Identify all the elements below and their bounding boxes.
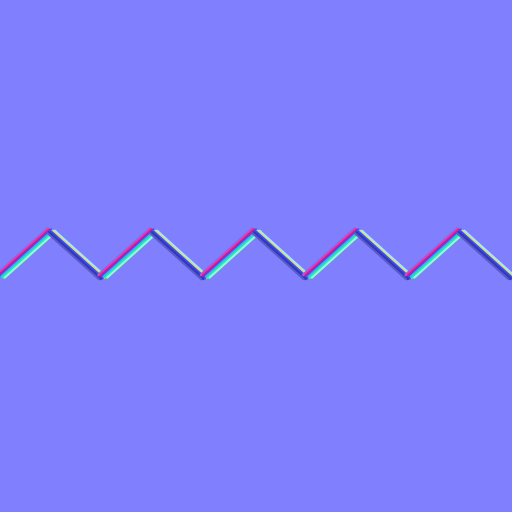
rising-edge-2-5 [208,230,262,279]
rising-edge-1-5 [106,230,160,279]
rising-edge-0-0 [0,227,50,274]
falling-edge-1-0 [156,229,210,278]
rising-edge-1-0 [97,227,152,277]
rising-edge-3-0 [302,227,357,277]
rising-edge-4-1 [406,228,460,277]
falling-edge-3-4 [353,232,407,281]
falling-edge-2-1 [256,229,311,279]
rising-edge-2-4 [206,229,262,279]
rising-edge-3-3 [307,229,362,279]
falling-edge-1-3 [150,231,205,281]
rising-edge-2-3 [205,229,260,279]
falling-edge-3-2 [356,230,412,280]
rising-edge-4-2 [408,228,463,278]
falling-edge-3-1 [358,229,413,279]
rising-edge-0-3 [0,229,55,279]
falling-edge-2-0 [258,229,312,278]
falling-edge-3-3 [355,231,410,281]
falling-edge-4-0 [463,229,512,275]
rising-edge-1-3 [102,229,157,279]
rising-edge-0-4 [2,229,57,279]
rising-edge-3-5 [311,230,365,279]
falling-edge-4-3 [457,231,512,281]
falling-edge-4-4 [456,232,510,281]
rising-edge-2-1 [202,228,256,277]
rising-edge-4-5 [413,230,467,279]
falling-edge-2-3 [252,231,307,281]
falling-edge-0-2 [49,230,104,280]
rising-edge-3-4 [309,229,364,279]
falling-edge-1-1 [153,229,209,279]
rising-edge-4-3 [409,229,465,279]
falling-edge-0-0 [53,229,107,278]
falling-edge-2-2 [254,230,309,280]
rising-edge-3-1 [304,228,358,277]
rising-edge-4-4 [411,229,466,279]
rising-edge-1-4 [104,229,159,279]
rising-edge-0-2 [0,228,53,278]
rising-edge-3-2 [305,228,360,278]
falling-edge-2-4 [251,232,305,281]
rising-edge-0-5 [3,230,57,279]
rising-edge-2-2 [203,228,258,278]
rising-edge-4-0 [404,227,459,277]
falling-edge-1-4 [149,232,203,281]
falling-edge-1-2 [152,230,207,280]
falling-edge-4-1 [461,229,512,278]
rising-edge-1-2 [100,228,156,278]
zigzag-stripe [0,227,512,281]
rising-edge-1-1 [99,228,153,277]
rising-edge-0-1 [0,228,51,276]
falling-edge-3-0 [361,229,415,278]
falling-edge-0-3 [47,231,103,281]
falling-edge-0-1 [51,229,106,279]
falling-edge-4-2 [459,230,512,280]
falling-edge-0-4 [46,232,100,281]
rising-edge-2-0 [199,227,254,277]
